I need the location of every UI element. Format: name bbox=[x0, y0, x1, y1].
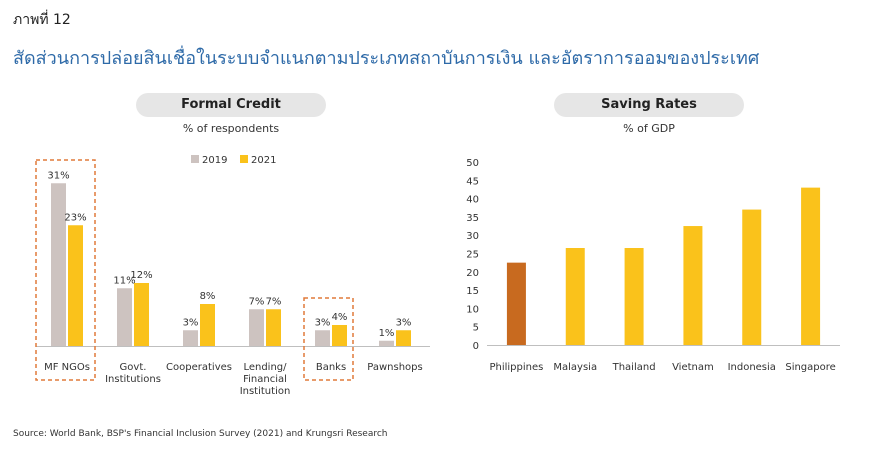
data-label-2019-1: 11% bbox=[113, 275, 135, 286]
category-label-1-0: Govt. bbox=[120, 362, 147, 373]
bar-2021-4 bbox=[332, 325, 347, 346]
highlight-box-1 bbox=[303, 297, 354, 381]
saving-rates-title: Saving Rates bbox=[554, 93, 744, 117]
data-label-2019-0: 31% bbox=[47, 170, 69, 181]
saving-rates-subtitle: % of GDP bbox=[623, 122, 675, 135]
legend-label-2021: 2021 bbox=[251, 155, 276, 166]
bar-2021-2 bbox=[200, 304, 215, 346]
chart-headline: สัดส่วนการปล่อยสินเชื่อในระบบจำแนกตามประ… bbox=[13, 48, 760, 69]
y-tick-label-0: 0 bbox=[473, 341, 479, 352]
bar-vietnam bbox=[683, 226, 703, 345]
bar-2019-1 bbox=[117, 288, 132, 346]
y-tick-label-40: 40 bbox=[466, 195, 479, 206]
highlight-box-0 bbox=[35, 159, 96, 381]
bar-2019-0 bbox=[51, 183, 66, 346]
bar-2021-5 bbox=[396, 330, 411, 346]
category-label-5-0: Pawnshops bbox=[367, 362, 422, 373]
y-tick-label-30: 30 bbox=[466, 231, 479, 242]
y-tick-label-50: 50 bbox=[466, 158, 479, 169]
y-tick-label-35: 35 bbox=[466, 213, 479, 224]
bar-indonesia bbox=[742, 209, 762, 345]
data-label-2021-5: 3% bbox=[396, 317, 412, 328]
formal-credit-subtitle: % of respondents bbox=[182, 122, 280, 135]
bar-philippines bbox=[506, 262, 526, 345]
data-label-2021-2: 8% bbox=[200, 291, 216, 302]
bar-2019-5 bbox=[379, 340, 394, 346]
legend-swatch-2021 bbox=[240, 155, 248, 163]
category-label-malaysia: Malaysia bbox=[553, 362, 597, 373]
category-label-2-0: Cooperatives bbox=[166, 362, 232, 373]
data-label-2021-4: 4% bbox=[332, 312, 348, 323]
category-label-3-0: Lending/ bbox=[243, 362, 287, 373]
bar-thailand bbox=[624, 248, 644, 345]
category-label-singapore: Singapore bbox=[785, 362, 835, 373]
bar-malaysia bbox=[565, 248, 585, 345]
data-label-2021-0: 23% bbox=[64, 212, 86, 223]
y-tick-label-15: 15 bbox=[466, 286, 479, 297]
bar-2019-4 bbox=[315, 330, 330, 346]
category-label-3-1: Financial bbox=[243, 374, 287, 385]
bar-2019-2 bbox=[183, 330, 198, 346]
formal-credit-title: Formal Credit bbox=[136, 93, 326, 117]
figure-number: ภาพที่ 12 bbox=[13, 12, 71, 28]
category-label-1-1: Institutions bbox=[105, 374, 161, 385]
y-tick-label-25: 25 bbox=[466, 250, 479, 261]
data-label-2019-2: 3% bbox=[183, 317, 199, 328]
category-label-philippines: Philippines bbox=[489, 362, 543, 373]
bar-2019-3 bbox=[249, 309, 264, 346]
category-label-indonesia: Indonesia bbox=[728, 362, 776, 373]
bar-2021-1 bbox=[134, 283, 149, 346]
category-label-4-0: Banks bbox=[316, 362, 346, 373]
category-label-vietnam: Vietnam bbox=[672, 362, 714, 373]
data-label-2021-1: 12% bbox=[130, 270, 152, 281]
bar-2021-0 bbox=[68, 225, 83, 346]
y-tick-label-45: 45 bbox=[466, 176, 479, 187]
bar-singapore bbox=[801, 187, 821, 345]
y-tick-label-20: 20 bbox=[466, 268, 479, 279]
y-tick-label-10: 10 bbox=[466, 304, 479, 315]
category-label-3-2: Institution bbox=[240, 386, 291, 397]
data-label-2019-5: 1% bbox=[379, 328, 395, 339]
source-note: Source: World Bank, BSP's Financial Incl… bbox=[13, 429, 388, 439]
category-label-0-0: MF NGOs bbox=[44, 362, 90, 373]
data-label-2019-3: 7% bbox=[249, 296, 265, 307]
legend-swatch-2019 bbox=[191, 155, 199, 163]
bar-2021-3 bbox=[266, 309, 281, 346]
legend-label-2019: 2019 bbox=[202, 155, 227, 166]
data-label-2019-4: 3% bbox=[315, 317, 331, 328]
data-label-2021-3: 7% bbox=[266, 296, 282, 307]
category-label-thailand: Thailand bbox=[612, 362, 656, 373]
y-tick-label-5: 5 bbox=[473, 323, 479, 334]
